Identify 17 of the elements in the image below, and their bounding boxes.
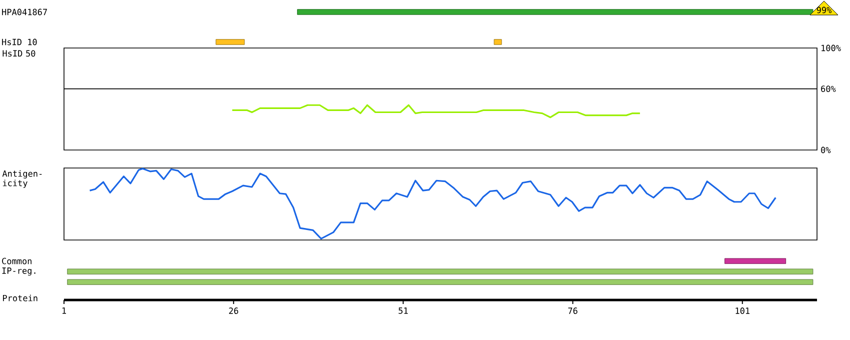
x-tick-label: 51 <box>398 308 408 314</box>
y-tick-label: 60% <box>821 86 836 92</box>
y-tick-label: HsID 10 <box>2 38 37 46</box>
y-tick-label: 0% <box>821 146 831 154</box>
x-tick-label: 26 <box>229 308 238 314</box>
x-tick-label: 76 <box>568 308 578 314</box>
line-series <box>231 104 641 118</box>
y-axis-title: HsID 50 <box>2 50 36 57</box>
x-tick-label: 1 <box>62 308 66 314</box>
x-tick-label: 101 <box>736 308 750 314</box>
x-axis-title: Protein <box>3 294 38 302</box>
y-axis-title: Antigen-icity <box>2 170 42 188</box>
y-tick-label: HPA041867 <box>2 8 47 16</box>
y-tick-label: 100% <box>822 44 841 52</box>
y-tick-label: IP-reg. <box>2 268 36 276</box>
y-tick-label: Common <box>2 258 32 264</box>
annotation: 99% <box>816 6 832 14</box>
